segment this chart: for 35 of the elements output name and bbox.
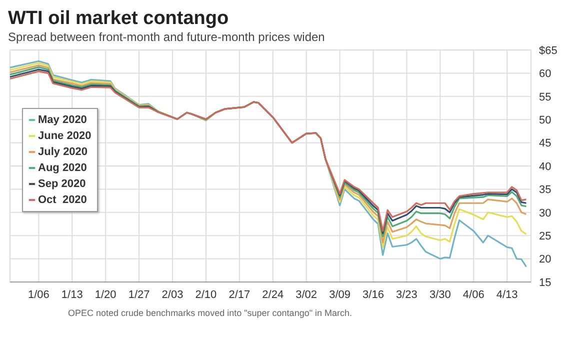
x-tick-label: 3/23 (396, 288, 418, 301)
y-tick-label: 25 (539, 230, 552, 243)
y-tick-label: 40 (539, 160, 552, 173)
x-tick-label: 3/30 (429, 288, 451, 301)
legend-label: Sep 2020 (38, 177, 86, 192)
y-tick-label: 45 (539, 138, 552, 150)
y-tick-label: 60 (539, 68, 552, 80)
x-tick-label: 4/13 (496, 288, 518, 301)
x-tick-label: 2/17 (228, 288, 250, 301)
x-tick-label: 2/24 (262, 288, 284, 301)
legend-label: Oct 2020 (38, 193, 87, 208)
legend-label: Aug 2020 (38, 161, 87, 176)
x-tick-label: 1/06 (28, 288, 50, 301)
legend-label: May 2020 (38, 113, 87, 128)
x-tick-label: 3/02 (296, 288, 318, 301)
chart-subtitle: Spread between front-month and future-month prices widen (8, 30, 326, 44)
chart-title: WTI oil market contango (8, 8, 230, 30)
x-tick-label: 4/06 (462, 288, 484, 301)
text: OPEC noted crude benchmarks moved into "super contango" in March. (68, 308, 354, 318)
y-tick-label: $65 (539, 44, 558, 57)
x-tick-label: 1/27 (128, 288, 150, 301)
y-tick-label: 20 (539, 254, 552, 266)
x-tick-label: 2/10 (195, 288, 217, 301)
y-tick-label: 15 (539, 276, 552, 289)
legend-label: July 2020 (38, 145, 88, 160)
y-tick-label: 30 (539, 207, 552, 220)
y-tick-label: 50 (539, 114, 552, 127)
x-tick-label: 1/20 (94, 288, 116, 301)
legend-label: June 2020 (38, 129, 92, 144)
x-tick-label: 3/16 (362, 288, 384, 301)
y-tick-label: 35 (539, 184, 552, 196)
x-tick-label: 1/13 (61, 288, 83, 301)
y-tick-label: 55 (539, 91, 552, 104)
x-tick-label: 2/03 (162, 288, 184, 301)
x-tick-label: 3/09 (329, 288, 351, 301)
